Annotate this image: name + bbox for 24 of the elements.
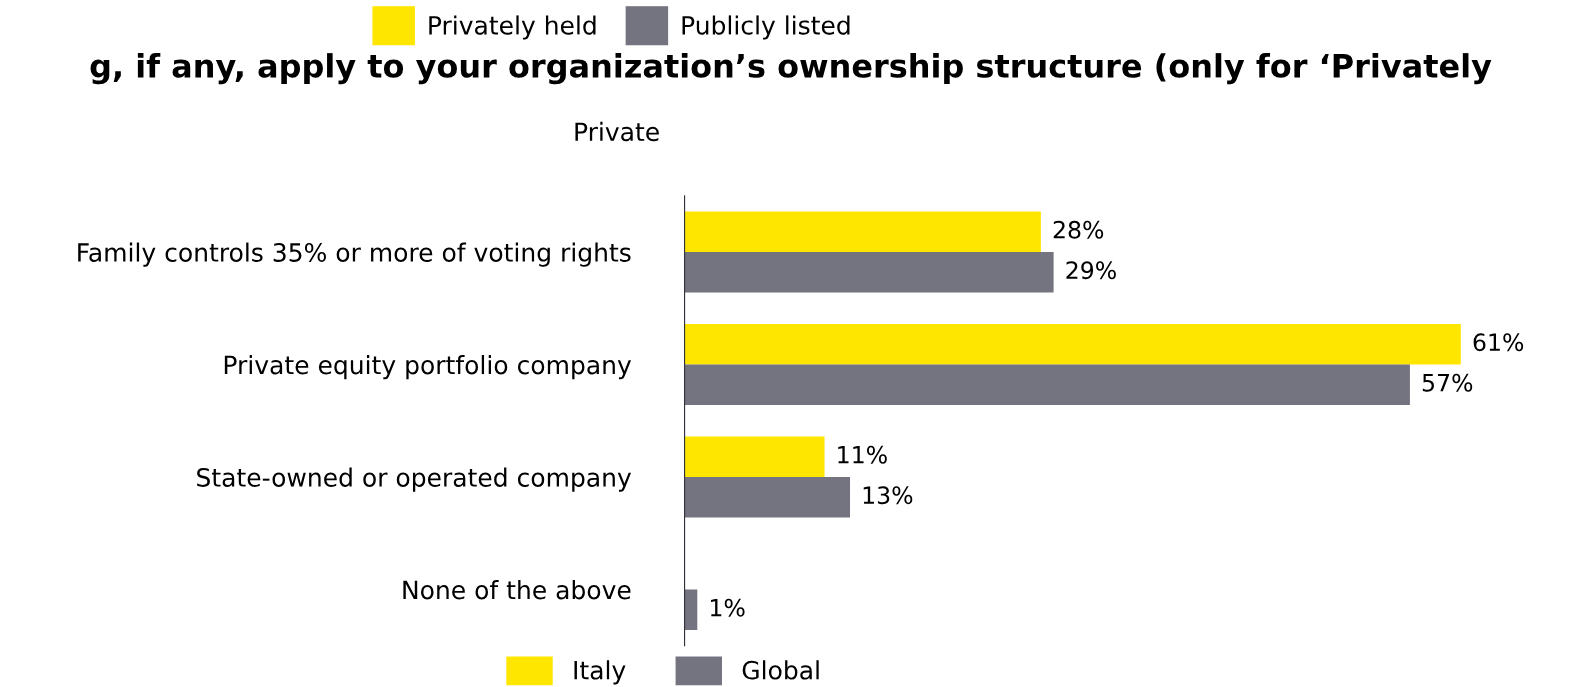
bar xyxy=(684,324,1461,365)
legend-label: Italy xyxy=(574,660,626,685)
bar xyxy=(684,477,850,518)
data-label: 29% xyxy=(1066,261,1116,280)
data-label: 13% xyxy=(863,486,913,505)
data-label: 28% xyxy=(1053,220,1104,239)
bar xyxy=(684,211,1041,253)
text: Privately held xyxy=(429,15,596,40)
text: Publicly listed xyxy=(682,15,850,40)
y-tick-label: Family controls 35% or more of voting rights xyxy=(78,242,631,267)
legend-label: Global xyxy=(742,660,819,680)
y-tick-label: None of the above xyxy=(403,580,631,600)
bar xyxy=(684,252,1054,293)
chart-subtitle: Private xyxy=(575,121,659,142)
y-tick-label: State-owned or operated company xyxy=(197,467,632,492)
bar xyxy=(684,589,698,631)
bar xyxy=(684,436,825,478)
chart-title: g, if any, apply to your organization’s ownership structure (only for ‘Privately xyxy=(90,53,1492,85)
data-label: 1% xyxy=(711,598,745,617)
bar xyxy=(684,364,1410,406)
data-label: 61% xyxy=(1473,333,1524,352)
data-label: 57% xyxy=(1422,373,1473,392)
y-tick-label: Private equity portfolio company xyxy=(224,355,632,380)
data-label: 11% xyxy=(838,445,887,464)
